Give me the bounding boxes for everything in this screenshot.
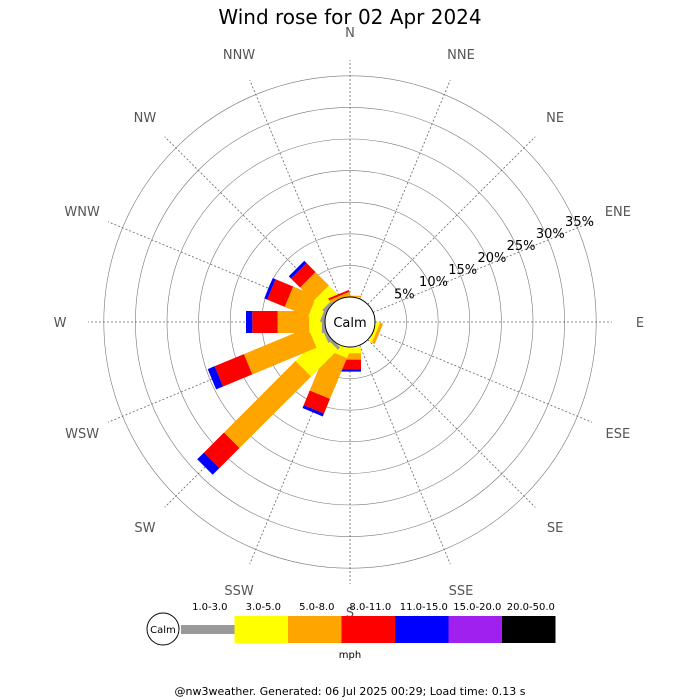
speed-legend: Calm mph 1.0-3.0 3.0-5.0 5.0-8.0 8.0-11.0 11… xyxy=(146,602,556,661)
bar-ese-bin2 xyxy=(371,322,384,345)
direction-label-ne: NE xyxy=(546,111,564,126)
grid-spoke xyxy=(372,221,593,313)
grid-ring xyxy=(229,201,471,443)
legend-label-5: 15.0-20.0 xyxy=(453,602,501,613)
bar-w-bin3 xyxy=(252,311,278,333)
grid-spoke xyxy=(249,344,341,565)
calm-label: Calm xyxy=(333,316,366,331)
direction-label-n: N xyxy=(345,26,355,41)
direction-label-e: E xyxy=(636,316,644,331)
ring-label: 30% xyxy=(536,227,565,242)
direction-label-nnw: NNW xyxy=(223,48,255,63)
grid-spoke xyxy=(367,136,536,305)
direction-label-sw: SW xyxy=(134,521,155,536)
ring-label: 5% xyxy=(394,287,415,302)
wind-bars xyxy=(197,260,384,475)
bar-nnw-bin3 xyxy=(328,290,350,301)
bar-nnw-bin2 xyxy=(329,291,351,304)
legend-swatch-6 xyxy=(502,616,556,643)
grid-spoke xyxy=(164,136,333,305)
bar-nw-bin3 xyxy=(291,263,316,288)
bar-sw-bin4 xyxy=(197,452,220,475)
legend-swatch-5 xyxy=(448,616,502,643)
direction-label-ese: ESE xyxy=(606,427,631,442)
direction-label-ssw: SSW xyxy=(224,584,254,599)
bar-wsw-bin4 xyxy=(207,366,224,390)
direction-label-ene: ENE xyxy=(605,205,631,220)
direction-label-wnw: WNW xyxy=(64,205,100,220)
legend-label-4: 11.0-15.0 xyxy=(400,602,448,613)
bar-nw-bin2 xyxy=(300,272,329,301)
bar-wsw-bin3 xyxy=(214,354,253,387)
bar-ese-bin1 xyxy=(368,321,381,343)
grid-spokes xyxy=(88,60,612,584)
direction-label-w: W xyxy=(54,316,67,331)
legend-label-0: 1.0-3.0 xyxy=(192,602,227,613)
direction-label-nne: NNE xyxy=(447,48,475,63)
grid-spoke xyxy=(359,79,451,300)
bar-wnw-bin3 xyxy=(267,279,294,307)
direction-label-se: SE xyxy=(547,521,563,536)
calm-circle xyxy=(324,296,376,348)
direction-label-wsw: WSW xyxy=(65,427,99,442)
legend-label-1: 3.0-5.0 xyxy=(246,602,281,613)
grid-spoke xyxy=(359,344,451,565)
bar-ssw-bin3 xyxy=(303,390,330,414)
bar-w-bin2 xyxy=(277,311,310,333)
bar-w-bin4 xyxy=(246,311,253,333)
bar-nw-bin4 xyxy=(288,260,307,279)
direction-label-nw: NW xyxy=(134,111,157,126)
legend-swatch-3 xyxy=(341,616,395,643)
bar-sw-bin1 xyxy=(295,334,338,377)
grid-spoke xyxy=(107,331,328,423)
direction-label-s: S xyxy=(346,606,354,621)
bar-sw-bin2 xyxy=(224,360,312,448)
ring-label: 35% xyxy=(565,215,594,230)
legend-swatch-0 xyxy=(181,625,235,634)
bar-sw-bin3 xyxy=(203,432,240,469)
bar-ssw-bin4 xyxy=(302,405,324,417)
direction-labels: N NNE NE ENE E ESE SE SSE S SSW SW WSW W WNW NW NNW xyxy=(54,26,645,621)
grid-spoke xyxy=(164,339,333,508)
legend-label-6: 20.0-50.0 xyxy=(507,602,555,613)
legend-units: mph xyxy=(339,650,361,661)
legend-calm-circle xyxy=(146,612,180,646)
grid-spoke xyxy=(367,339,536,508)
bar-s-bin4 xyxy=(339,369,361,372)
legend-label-3: 8.0-11.0 xyxy=(349,602,391,613)
legend-calm-label: Calm xyxy=(150,625,176,636)
bar-nw-bin1 xyxy=(313,285,338,310)
legend-swatch-1 xyxy=(234,616,288,643)
chart-title: Wind rose for 02 Apr 2024 xyxy=(218,5,481,29)
bar-wnw-bin4 xyxy=(264,278,276,300)
legend-swatch-2 xyxy=(288,616,342,643)
legend-swatch-4 xyxy=(395,616,449,643)
grid-spoke xyxy=(249,79,341,300)
ring-label: 25% xyxy=(507,239,536,254)
direction-label-sse: SSE xyxy=(449,584,474,599)
ring-label: 10% xyxy=(419,275,448,290)
grid-spoke xyxy=(372,331,593,423)
bar-ssw-bin2 xyxy=(309,349,347,399)
ring-label: 15% xyxy=(448,263,477,278)
ring-label: 20% xyxy=(477,251,506,266)
bar-wsw-bin2 xyxy=(243,327,317,375)
calm-center: Calm xyxy=(324,296,376,348)
footer-text: @nw3weather. Generated: 06 Jul 2025 00:2… xyxy=(175,685,526,698)
grid-ring xyxy=(198,170,502,474)
legend-label-2: 5.0-8.0 xyxy=(299,602,334,613)
ring-labels: 5% 10%15%20%25%30%35% xyxy=(394,215,594,302)
grid-spoke xyxy=(107,221,328,313)
